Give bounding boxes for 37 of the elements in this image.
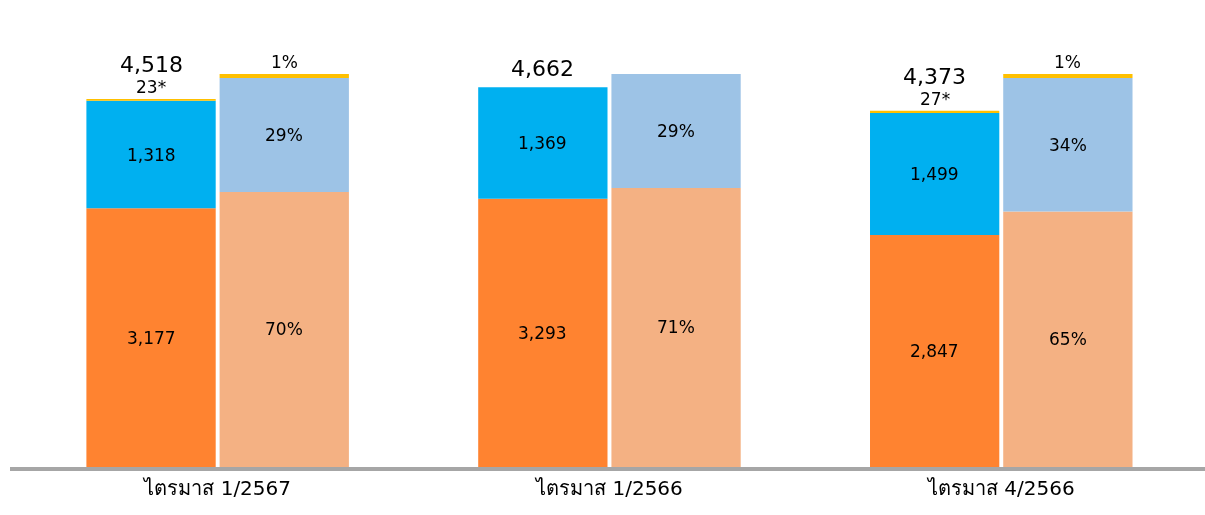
data-label: 1,318 [127, 145, 176, 165]
bar [870, 113, 1000, 236]
data-label: 1,369 [518, 133, 567, 153]
x-tick-label: ไตรมาส 1/2567 [142, 476, 292, 500]
bar [870, 110, 1000, 114]
data-label: 29% [265, 125, 303, 145]
data-label: 27* [920, 89, 951, 109]
bar [86, 208, 216, 467]
bar [86, 100, 216, 209]
data-label: 3,177 [127, 328, 176, 348]
data-label: 1% [1054, 52, 1081, 72]
bar [1003, 77, 1133, 212]
data-label: 71% [657, 317, 695, 337]
bar [611, 187, 741, 467]
data-label: 2,847 [910, 341, 959, 361]
total-label: 4,373 [903, 64, 966, 89]
data-label: 1% [271, 52, 298, 72]
bar [219, 191, 349, 467]
total-label: 4,662 [511, 56, 574, 81]
bar [219, 77, 349, 192]
bar [1003, 74, 1133, 78]
bar [611, 74, 741, 188]
data-label: 34% [1049, 135, 1087, 155]
x-tick-label: ไตรมาส 1/2566 [534, 476, 683, 500]
data-label: 29% [657, 121, 695, 141]
x-tick-label: ไตรมาส 4/2566 [925, 476, 1075, 500]
data-label: 1,499 [910, 164, 959, 184]
bar [219, 74, 349, 78]
bar [478, 87, 608, 199]
bar [870, 235, 1000, 467]
data-label: 70% [265, 319, 303, 339]
data-label: 3,293 [518, 323, 567, 343]
data-label: 23* [136, 77, 167, 97]
total-label: 4,518 [120, 52, 183, 77]
bar [1003, 211, 1133, 467]
bar [478, 198, 608, 467]
data-label: 65% [1049, 329, 1087, 349]
